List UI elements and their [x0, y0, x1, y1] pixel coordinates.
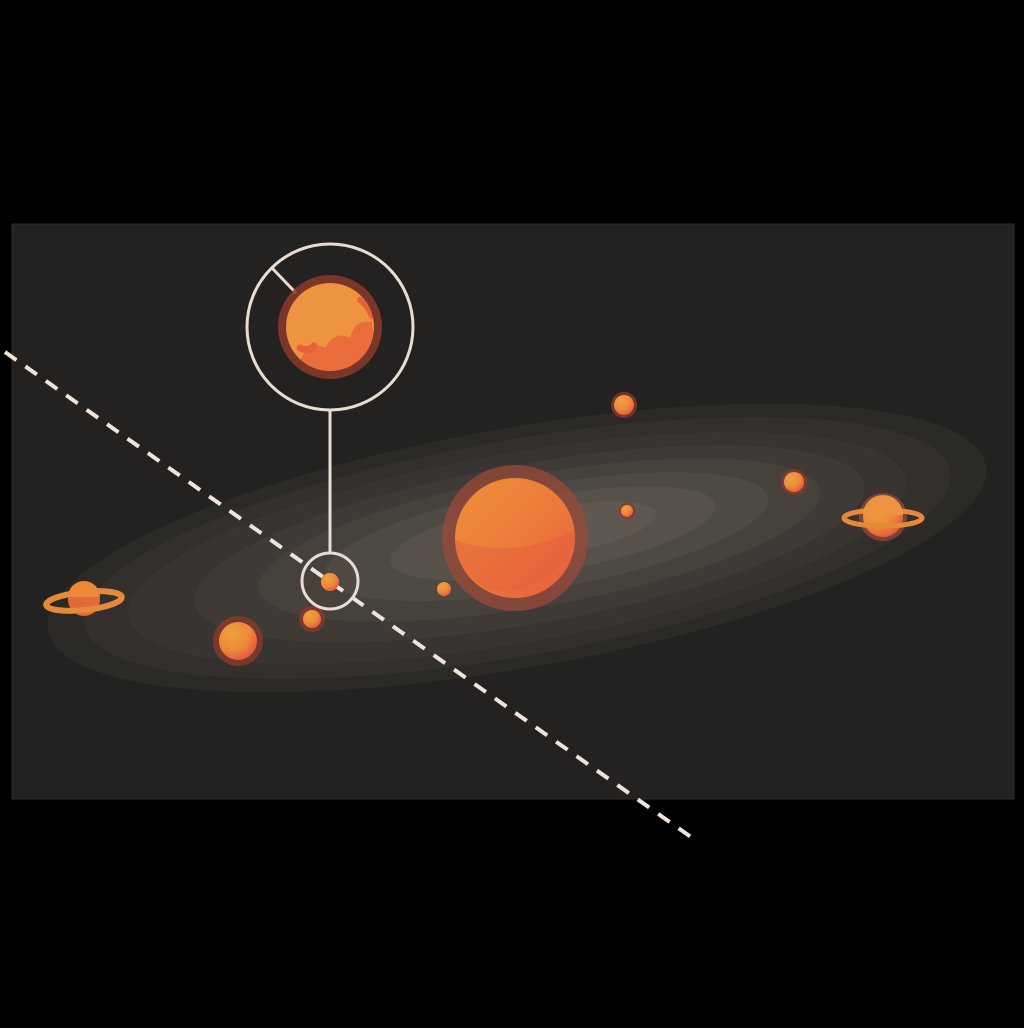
highlighted-planet	[321, 573, 339, 591]
planet-icon	[437, 582, 451, 596]
sun-icon	[442, 465, 588, 611]
zoom-callout-icon	[245, 242, 415, 611]
ringed-planet-icon-right	[841, 493, 925, 541]
lens-glint	[270, 266, 298, 295]
planet-icon	[611, 392, 637, 418]
dashed-trajectory-line	[3, 350, 700, 844]
planet-icon	[299, 606, 325, 632]
ringed-planet-icon	[43, 581, 125, 616]
planet-icon	[781, 469, 807, 495]
planet-icon	[213, 616, 263, 666]
zoomed-planet-icon	[278, 275, 382, 379]
planet-icon	[619, 503, 635, 519]
